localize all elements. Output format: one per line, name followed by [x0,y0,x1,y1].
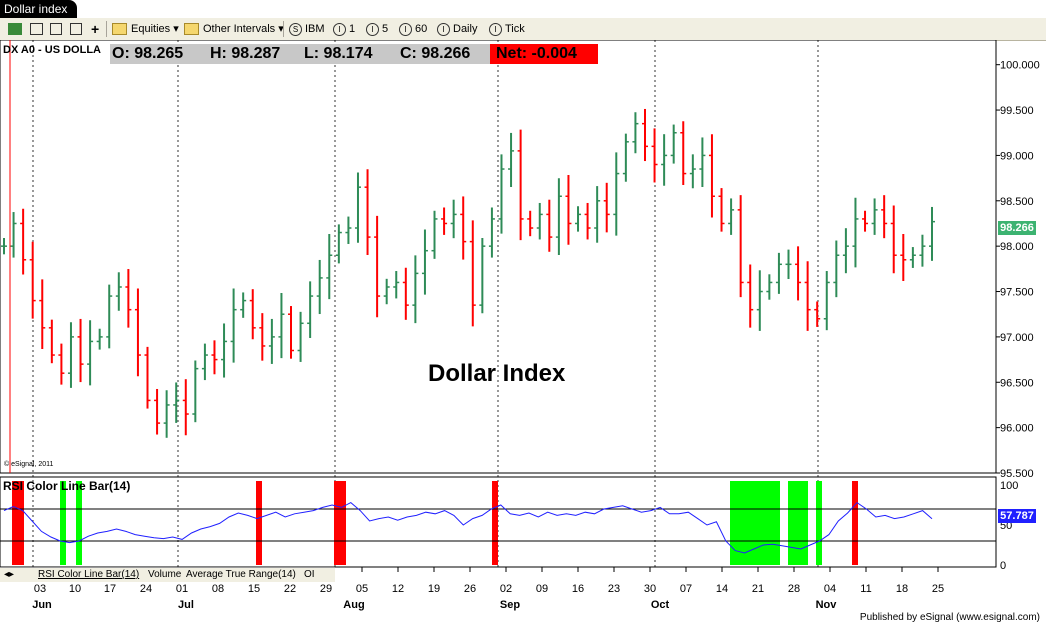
rsi-label: RSI Color Line Bar(14) [3,479,131,493]
month-label: Jun [32,599,52,611]
month-label: Oct [651,599,670,611]
date-tick-label: 15 [248,583,260,595]
publisher-credit: Published by eSignal (www.esignal.com) [859,612,1040,623]
tab-scroll-first-icon[interactable]: ◂▸ [4,569,15,580]
date-tick-label: 30 [644,583,656,595]
date-tick-label: 11 [860,583,871,595]
month-label: Sep [500,599,520,611]
date-tick-label: 19 [428,583,440,595]
layout-icon[interactable] [30,21,43,37]
study-tabs: ◂▸ RSI Color Line Bar(14) Volume Average… [0,567,335,582]
rsi-line [3,501,933,554]
rsi-oversold-band [60,481,66,565]
open-value: O: 98.265 [112,45,184,62]
rsi-tick-label: 50 [1000,520,1012,532]
rsi-oversold-band [788,481,808,565]
date-tick-label: 23 [608,583,620,595]
price-tick-label: 97.500 [1000,287,1034,299]
date-tick-label: 10 [69,583,81,595]
rsi-overbought-band [852,481,858,565]
price-tick-label: 99.500 [1000,105,1034,117]
chart-canvas: 95.500 96.000 96.500 97.000 97.500 98.000 98.5… [0,40,1040,611]
rsi-oversold-band [76,481,82,565]
date-tick-label: 04 [824,583,836,595]
rsi-overbought-band [492,481,498,565]
tab-rsi[interactable]: RSI Color Line Bar(14) [38,569,140,580]
rsi-tick-label: 100 [1000,480,1018,492]
rsi-overbought-band [334,481,346,565]
price-tick-label: 96.000 [1000,423,1034,435]
symbol-ibm-button[interactable]: S IBM [289,21,325,37]
date-tick-label: 02 [500,583,512,595]
price-tick-label: 95.500 [1000,468,1034,480]
window-title: Dollar index [0,0,78,18]
date-tick-label: 28 [788,583,800,595]
month-label: Jul [178,599,194,611]
date-tick-label: 05 [356,583,368,595]
price-tick-label: 97.000 [1000,332,1034,344]
last-rsi-marker: 57.787 [998,509,1036,523]
month-label: Aug [343,599,364,611]
date-tick-label: 17 [104,583,116,595]
date-tick-label: 14 [716,583,728,595]
rsi-overbought-band [12,481,24,565]
price-tick-label: 100.000 [1000,60,1040,72]
date-tick-label: 12 [392,583,404,595]
other-intervals-menu[interactable]: Other Intervals ▾ [184,21,284,37]
price-tick-label: 98.500 [1000,196,1034,208]
date-tick-label: 18 [896,583,908,595]
date-tick-label: 24 [140,583,152,595]
interval-60-button[interactable]: I 60 [399,21,427,37]
date-tick-label: 09 [536,583,548,595]
date-tick-label: 03 [34,583,46,595]
copy-icon[interactable] [50,21,62,37]
date-tick-label: 29 [320,583,332,595]
ohlc-readout: O: 98.265 H: 98.287 L: 98.174 C: 98.266 [110,44,490,64]
window-titlebar: Dollar index [0,0,1046,18]
last-price-marker: 98.266 [998,221,1036,235]
equities-menu[interactable]: Equities ▾ [112,21,179,37]
date-tick-label: 25 [932,583,944,595]
price-tick-label: 96.500 [1000,377,1034,389]
tab-oi[interactable]: OI [304,569,315,580]
date-tick-label: 26 [464,583,476,595]
chart-type-icon[interactable] [8,21,22,37]
date-tick-label: 01 [176,583,188,595]
interval-daily-button[interactable]: I Daily [437,21,477,37]
date-tick-label: 07 [680,583,692,595]
folder-icon [112,23,127,36]
rsi-tick-label: 0 [1000,560,1006,572]
high-value: H: 98.287 [210,45,281,62]
close-value: C: 98.266 [400,45,471,62]
tab-atr[interactable]: Average True Range(14) [186,569,296,580]
rsi-oversold-band [816,481,822,565]
date-tick-label: 16 [572,583,584,595]
add-icon[interactable]: + [91,21,100,37]
folder-icon [184,23,199,36]
symbol-label: DX A0 - US DOLLA [3,44,101,56]
interval-tick-button[interactable]: I Tick [489,21,525,37]
rsi-overbought-band [256,481,262,565]
tab-volume[interactable]: Volume [148,569,182,580]
copyright-label: © eSignal, 2011 [4,461,54,468]
date-tick-label: 22 [284,583,296,595]
low-value: L: 98.174 [304,45,373,62]
date-tick-label: 08 [212,583,224,595]
studies-icon[interactable] [70,21,82,37]
month-label: Nov [816,599,838,611]
chart-title: Dollar Index [428,360,566,387]
rsi-oversold-band [730,481,780,565]
price-tick-label: 98.000 [1000,241,1034,253]
net-change: Net: -0.004 [490,44,598,64]
price-tick-label: 99.000 [1000,150,1034,162]
date-tick-label: 21 [752,583,764,595]
